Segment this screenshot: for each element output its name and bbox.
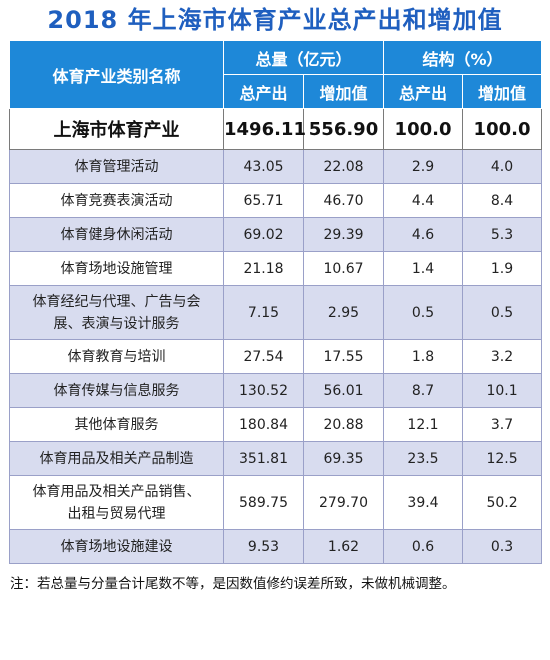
table-row: 体育用品及相关产品制造 351.81 69.35 23.5 12.5 [9, 441, 543, 476]
category-name-line: 体育传媒与信息服务 [53, 382, 180, 399]
table-body: 上海市体育产业 1496.11 556.90 100.0 100.0 体育管理活… [9, 108, 543, 564]
category-name-cell: 体育健身休闲活动 [9, 217, 224, 252]
category-name-line: 体育场地设施管理 [60, 260, 173, 277]
category-name-cell: 体育场地设施建设 [9, 529, 224, 564]
table-row: 体育传媒与信息服务 130.52 56.01 8.7 10.1 [9, 373, 543, 408]
category-name-cell: 体育传媒与信息服务 [9, 373, 224, 408]
output-cell: 9.53 [223, 529, 304, 564]
output-pct-cell: 39.4 [383, 475, 464, 530]
added-value-cell: 29.39 [302, 217, 385, 252]
category-name-cell: 体育场地设施管理 [9, 251, 224, 286]
total-row-output: 1496.11 [223, 108, 306, 150]
output-pct-column-header: 总产出 [383, 74, 464, 109]
added-value-cell: 279.70 [302, 475, 385, 530]
output-pct-cell: 4.6 [383, 217, 464, 252]
total-row-added: 556.90 [302, 108, 385, 150]
table-row: 体育经纪与代理、广告与会 展、表演与设计服务 7.15 2.95 0.5 0.5 [9, 285, 543, 340]
added-value-pct-cell: 12.5 [462, 441, 543, 476]
added-value-cell: 1.62 [302, 529, 385, 564]
structure-group-header: 结构（%） [383, 40, 543, 75]
output-cell: 21.18 [223, 251, 304, 286]
output-column-header: 总产出 [223, 74, 304, 109]
added-value-pct-column-header: 增加值 [462, 74, 543, 109]
output-pct-cell: 1.4 [383, 251, 464, 286]
added-value-cell: 2.95 [302, 285, 385, 340]
total-row-output-pct: 100.0 [383, 108, 464, 150]
category-name-cell: 体育经纪与代理、广告与会 展、表演与设计服务 [9, 285, 224, 340]
output-cell: 27.54 [223, 339, 304, 374]
output-cell: 43.05 [223, 149, 304, 184]
output-cell: 130.52 [223, 373, 304, 408]
total-group-header: 总量（亿元） [222, 40, 385, 75]
added-value-cell: 17.55 [302, 339, 385, 374]
added-value-cell: 46.70 [302, 183, 385, 218]
added-value-column-header: 增加值 [302, 74, 385, 109]
output-pct-cell: 1.8 [383, 339, 464, 374]
added-value-pct-cell: 4.0 [462, 149, 543, 184]
page-title: 2018 年上海市体育产业总产出和增加值 [47, 6, 503, 34]
footnote: 注：若总量与分量合计尾数不等，是因数值修约误差所致，未做机械调整。 [10, 576, 456, 592]
category-name-line: 体育经纪与代理、广告与会 [32, 293, 201, 310]
added-value-pct-cell: 8.4 [462, 183, 543, 218]
output-pct-cell: 0.5 [383, 285, 464, 340]
output-pct-cell: 4.4 [383, 183, 464, 218]
added-value-cell: 20.88 [302, 407, 385, 442]
added-value-pct-cell: 10.1 [462, 373, 543, 408]
output-cell: 180.84 [223, 407, 304, 442]
table-row: 其他体育服务 180.84 20.88 12.1 3.7 [9, 407, 543, 442]
category-name-line: 体育健身休闲活动 [60, 226, 173, 243]
added-value-pct-cell: 1.9 [462, 251, 543, 286]
category-name-line: 体育教育与培训 [67, 348, 166, 365]
category-name-line: 体育管理活动 [74, 158, 159, 175]
table-row: 体育管理活动 43.05 22.08 2.9 4.0 [9, 149, 543, 184]
output-cell: 589.75 [223, 475, 304, 530]
category-name-cell: 体育用品及相关产品销售、 出租与贸易代理 [9, 475, 224, 530]
category-name-cell: 体育用品及相关产品制造 [9, 441, 224, 476]
table-row: 体育健身休闲活动 69.02 29.39 4.6 5.3 [9, 217, 543, 252]
output-cell: 69.02 [223, 217, 304, 252]
added-value-pct-cell: 5.3 [462, 217, 543, 252]
category-name-cell: 体育教育与培训 [9, 339, 224, 374]
added-value-cell: 56.01 [302, 373, 385, 408]
category-name-line: 体育场地设施建设 [60, 538, 173, 555]
sports-industry-table: 体育产业类别名称 总量（亿元） 结构（%） 总产出 增加值 总产出 增加值 上海… [9, 40, 543, 564]
added-value-pct-cell: 0.5 [462, 285, 543, 340]
table-row: 体育场地设施建设 9.53 1.62 0.6 0.3 [9, 529, 543, 564]
output-cell: 65.71 [223, 183, 304, 218]
added-value-cell: 69.35 [302, 441, 385, 476]
table-row: 体育教育与培训 27.54 17.55 1.8 3.2 [9, 339, 543, 374]
output-cell: 351.81 [223, 441, 304, 476]
table-row: 体育竞赛表演活动 65.71 46.70 4.4 8.4 [9, 183, 543, 218]
added-value-pct-cell: 3.7 [462, 407, 543, 442]
category-name-line: 其他体育服务 [74, 416, 159, 433]
total-row-name: 上海市体育产业 [9, 108, 224, 150]
added-value-pct-cell: 50.2 [462, 475, 543, 530]
output-pct-cell: 0.6 [383, 529, 464, 564]
category-name-line: 出租与贸易代理 [67, 505, 166, 522]
category-column-header: 体育产业类别名称 [9, 40, 224, 109]
output-cell: 7.15 [223, 285, 304, 340]
category-name-line: 展、表演与设计服务 [53, 315, 180, 332]
table-row: 体育场地设施管理 21.18 10.67 1.4 1.9 [9, 251, 543, 286]
category-name-line: 体育用品及相关产品销售、 [32, 483, 201, 500]
category-name-cell: 体育管理活动 [9, 149, 224, 184]
output-pct-cell: 8.7 [383, 373, 464, 408]
total-row-added-pct: 100.0 [462, 108, 543, 150]
total-row: 上海市体育产业 1496.11 556.90 100.0 100.0 [9, 108, 543, 150]
added-value-cell: 22.08 [302, 149, 385, 184]
added-value-pct-cell: 3.2 [462, 339, 543, 374]
category-name-line: 体育竞赛表演活动 [60, 192, 173, 209]
output-pct-cell: 12.1 [383, 407, 464, 442]
category-name-cell: 其他体育服务 [9, 407, 224, 442]
category-name-cell: 体育竞赛表演活动 [9, 183, 224, 218]
table-row: 体育用品及相关产品销售、 出租与贸易代理 589.75 279.70 39.4 50.2 [9, 475, 543, 530]
table-header: 体育产业类别名称 总量（亿元） 结构（%） 总产出 增加值 总产出 增加值 [9, 40, 543, 109]
output-pct-cell: 2.9 [383, 149, 464, 184]
output-pct-cell: 23.5 [383, 441, 464, 476]
added-value-cell: 10.67 [302, 251, 385, 286]
added-value-pct-cell: 0.3 [462, 529, 543, 564]
category-name-line: 体育用品及相关产品制造 [39, 450, 194, 467]
